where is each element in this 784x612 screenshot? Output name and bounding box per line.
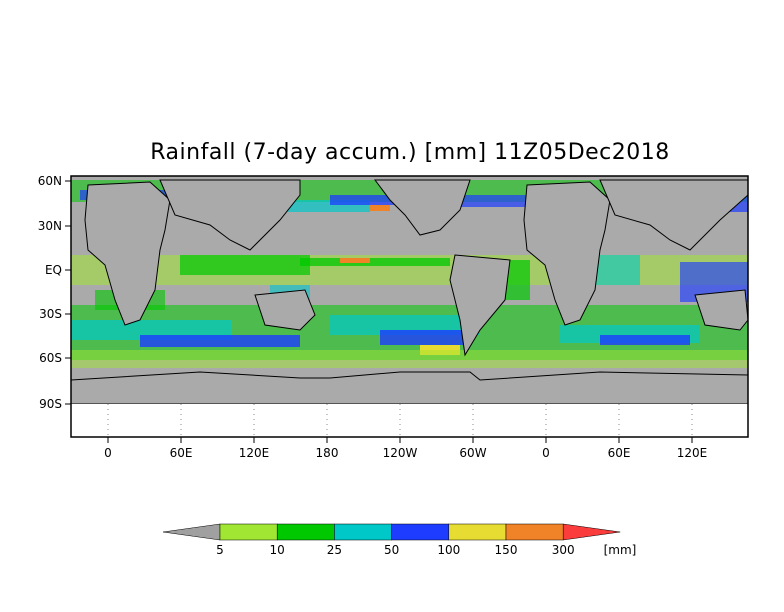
below-90s-area (71, 404, 748, 437)
colorbar-under-triangle (162, 523, 221, 541)
latitude-axis: 60N 30N EQ 30S 60S 90S (38, 174, 71, 411)
colorbar-bin (276, 523, 335, 541)
lat-tick-label: 30S (39, 307, 62, 321)
lat-tick-label: 90S (39, 397, 62, 411)
colorbar-label: 5 (216, 543, 224, 557)
colorbar-bin (334, 523, 392, 541)
colorbar-label: 150 (495, 543, 518, 557)
lat-tick-label: 60S (39, 351, 62, 365)
lon-tick-label: 180 (316, 446, 339, 460)
lat-tick-label: EQ (45, 263, 62, 277)
plot-frame (70, 175, 749, 438)
lon-tick-label: 60W (459, 446, 486, 460)
colorbar-bin (505, 523, 564, 541)
colorbar-over-triangle (562, 523, 621, 541)
chart-title: Rainfall (7-day accum.) [mm] 11Z05Dec201… (150, 140, 670, 165)
lat-tick-label: 30N (38, 219, 62, 233)
colorbar-bin (391, 523, 450, 541)
colorbar-label: 100 (437, 543, 460, 557)
lon-tick-label: 120W (383, 446, 418, 460)
lon-tick-label: 0 (542, 446, 550, 460)
lat-tick-label: 60N (38, 174, 62, 188)
colorbar-bin (219, 523, 278, 541)
colorbar-label: 10 (270, 543, 285, 557)
lon-tick-label: 60E (608, 446, 631, 460)
lon-tick-label: 120E (239, 446, 270, 460)
colorbar-label: 50 (384, 543, 399, 557)
longitude-axis: 0 60E 120E 180 120W 60W 0 60E 120E (104, 437, 707, 460)
longitude-grid (107, 404, 693, 437)
colorbar-label: 25 (327, 543, 342, 557)
colorbar-unit: [mm] (604, 543, 637, 557)
colorbar: 5 10 25 50 100 150 300 [mm] (162, 523, 637, 557)
lon-tick-label: 60E (170, 446, 193, 460)
coastlines (71, 179, 748, 404)
colorbar-label: 300 (552, 543, 575, 557)
lon-tick-label: 120E (677, 446, 708, 460)
lon-tick-label: 0 (104, 446, 112, 460)
colorbar-bin (448, 523, 507, 541)
